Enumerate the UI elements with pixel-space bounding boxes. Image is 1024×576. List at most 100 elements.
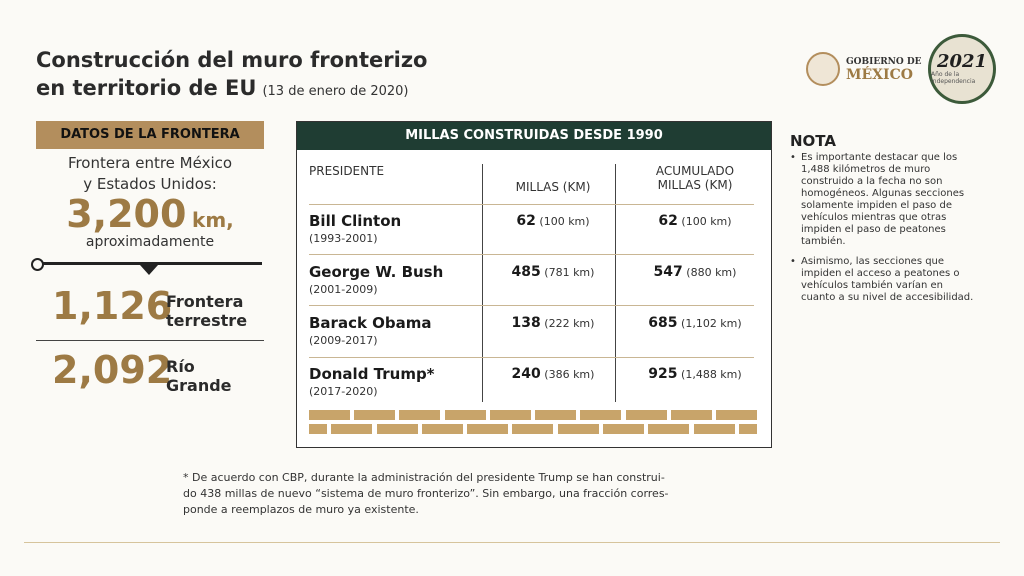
title-line-2-text: en territorio de EU bbox=[36, 76, 257, 100]
president-cell: Barack Obama (2009-2017) bbox=[309, 314, 432, 347]
brick-icon bbox=[738, 424, 757, 434]
footnote-line2: do 438 millas de nuevo “sistema de muro … bbox=[183, 487, 669, 500]
gobierno-logo-line2: MÉXICO bbox=[846, 67, 913, 83]
stat-divider bbox=[36, 340, 264, 341]
footnote: * De acuerdo con CBP, durante la adminis… bbox=[183, 470, 768, 518]
cumulative-cell: 925 (1,488 km) bbox=[625, 366, 765, 382]
brick-icon bbox=[421, 424, 463, 434]
divider-dot-icon bbox=[31, 258, 44, 271]
president-name: Bill Clinton bbox=[309, 212, 402, 230]
brick-icon bbox=[512, 424, 554, 434]
logo-2021-sub: Año de la Independencia bbox=[931, 71, 976, 85]
brick-icon bbox=[648, 424, 690, 434]
brick-icon bbox=[557, 424, 599, 434]
cumulative-cell: 62 (100 km) bbox=[625, 213, 765, 229]
president-years: (2001-2009) bbox=[309, 283, 378, 296]
logo-2021-year: 2021 bbox=[936, 51, 988, 72]
brick-row-bottom bbox=[309, 424, 757, 434]
frontera-total: 3,200 km, bbox=[36, 192, 264, 236]
km-value: (781 km) bbox=[544, 266, 595, 279]
brick-icon bbox=[467, 424, 509, 434]
cumulative-km-value: (1,488 km) bbox=[681, 368, 742, 381]
millas-table: MILLAS CONSTRUIDAS DESDE 1990 PRESIDENTE… bbox=[296, 121, 772, 448]
brick-icon bbox=[331, 424, 373, 434]
nota-item: Asimismo, las secciones que impiden el a… bbox=[790, 256, 980, 304]
title-line-2: en territorio de EU (13 de enero de 2020) bbox=[36, 74, 427, 106]
row-divider bbox=[309, 305, 754, 306]
bottom-divider bbox=[24, 542, 1000, 543]
cumulative-km-value: (880 km) bbox=[686, 266, 737, 279]
column-divider bbox=[615, 164, 616, 402]
datos-frontera-label: DATOS DE LA FRONTERA bbox=[36, 121, 264, 149]
row-divider bbox=[309, 357, 754, 358]
logo-2021: 2021 Año de la Independencia bbox=[928, 34, 996, 104]
frontera-approx: aproximadamente bbox=[85, 234, 215, 250]
brick-icon bbox=[625, 410, 667, 420]
nota-item: Es importante destacar que los 1,488 kil… bbox=[790, 152, 980, 248]
gobierno-mexico-logo: GOBIERNO DE MÉXICO bbox=[806, 52, 922, 86]
row-divider bbox=[309, 204, 754, 205]
frontera-total-value: 3,200 bbox=[66, 192, 187, 236]
brick-icon bbox=[670, 410, 712, 420]
km-value: (222 km) bbox=[544, 317, 595, 330]
rio-value: 2,092 bbox=[52, 348, 173, 392]
terrestre-label-line1: Frontera bbox=[166, 292, 244, 311]
nota-list: Es importante destacar que los 1,488 kil… bbox=[790, 152, 980, 304]
nota-title: NOTA bbox=[790, 132, 836, 150]
terrestre-label: Frontera terrestre bbox=[166, 292, 247, 330]
miles-cell: 240 (386 km) bbox=[483, 366, 623, 382]
page-title: Construcción del muro fronterizo en terr… bbox=[36, 46, 427, 106]
cumulative-miles-value: 62 bbox=[658, 213, 678, 229]
cumulative-miles-value: 925 bbox=[648, 366, 678, 382]
rio-label-line1: Río bbox=[166, 357, 195, 376]
president-years: (1993-2001) bbox=[309, 232, 378, 245]
gobierno-logo-line1: GOBIERNO DE bbox=[846, 57, 922, 67]
president-name: Barack Obama bbox=[309, 314, 432, 332]
title-date: (13 de enero de 2020) bbox=[262, 84, 409, 99]
brick-icon bbox=[693, 424, 735, 434]
cumulative-km-value: (1,102 km) bbox=[681, 317, 742, 330]
brick-row-top bbox=[309, 410, 757, 420]
brick-icon bbox=[376, 424, 418, 434]
miles-value: 62 bbox=[516, 213, 536, 229]
cumulative-cell: 547 (880 km) bbox=[625, 264, 765, 280]
col-header-cumulative: ACUMULADO MILLAS (KM) bbox=[625, 164, 765, 192]
terrestre-label-line2: terrestre bbox=[166, 311, 248, 330]
km-value: (386 km) bbox=[544, 368, 595, 381]
footnote-line1: * De acuerdo con CBP, durante la adminis… bbox=[183, 471, 665, 484]
cumulative-cell: 685 (1,102 km) bbox=[625, 315, 765, 331]
divider-pointer-icon bbox=[140, 265, 158, 275]
coat-of-arms-icon bbox=[806, 52, 840, 86]
brick-icon bbox=[354, 410, 396, 420]
col-header-cumulative-line1: ACUMULADO bbox=[655, 164, 735, 178]
president-name: Donald Trump* bbox=[309, 365, 435, 383]
brick-icon bbox=[715, 410, 757, 420]
brick-icon bbox=[309, 410, 350, 420]
president-name: George W. Bush bbox=[309, 263, 444, 281]
miles-value: 240 bbox=[511, 366, 541, 382]
brick-icon bbox=[603, 424, 645, 434]
table-title: MILLAS CONSTRUIDAS DESDE 1990 bbox=[297, 122, 771, 150]
column-divider bbox=[482, 164, 483, 402]
terrestre-value: 1,126 bbox=[52, 284, 173, 328]
nota-section: NOTA Es importante destacar que los 1,48… bbox=[790, 132, 980, 312]
brick-icon bbox=[444, 410, 486, 420]
frontera-line2: y Estados Unidos: bbox=[83, 175, 217, 193]
cumulative-miles-value: 685 bbox=[648, 315, 678, 331]
title-line-1: Construcción del muro fronterizo bbox=[36, 48, 428, 72]
gobierno-logo-text: GOBIERNO DE MÉXICO bbox=[846, 56, 922, 82]
footnote-line3: ponde a reemplazos de muro ya existente. bbox=[183, 503, 419, 516]
president-years: (2009-2017) bbox=[309, 334, 378, 347]
frontera-total-unit: km, bbox=[192, 208, 234, 232]
brick-icon bbox=[489, 410, 531, 420]
col-header-president: PRESIDENTE bbox=[309, 164, 385, 178]
rio-label-line2: Grande bbox=[166, 376, 232, 395]
frontera-line1: Frontera entre México bbox=[67, 154, 233, 172]
cumulative-km-value: (100 km) bbox=[681, 215, 732, 228]
frontera-description: Frontera entre México y Estados Unidos: bbox=[36, 153, 264, 195]
km-value: (100 km) bbox=[539, 215, 590, 228]
miles-value: 138 bbox=[511, 315, 541, 331]
miles-cell: 485 (781 km) bbox=[483, 264, 623, 280]
miles-value: 485 bbox=[511, 264, 541, 280]
col-header-cumulative-line2: MILLAS (KM) bbox=[657, 178, 733, 192]
